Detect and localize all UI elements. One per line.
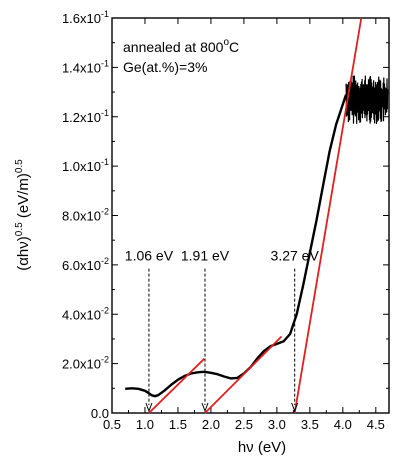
x-tick-label: 1.0: [136, 417, 154, 432]
svg-text:(αhν)0.5 (eV/m)0.5: (αhν)0.5 (eV/m)0.5: [14, 159, 32, 271]
x-tick-label: 2.0: [202, 417, 220, 432]
marker-arrowhead: [145, 402, 153, 413]
tangent-lines-layer: [148, 17, 363, 414]
data-series-noise: [345, 75, 389, 125]
annotation-line-2: Ge(at.%)=3%: [123, 59, 207, 75]
y-tick-label: 2.0x10-2: [62, 355, 109, 372]
data-series-layer: [125, 75, 389, 398]
y-tick-label: 4.0x10-2: [62, 305, 109, 322]
plot-border: [111, 17, 390, 414]
annotation: annealed at 800oC Ge(at.%)=3%: [123, 37, 239, 75]
y-tick-label: 1.6x10-1: [62, 9, 109, 26]
x-tick-label: 4.5: [367, 417, 385, 432]
axis-ticks: 0.5 1.0 1.5 2.0 2.5 3.0 3.5 4.0 4.5 0.0 2.0x10-2 4.…: [62, 9, 389, 432]
x-tick-label: 0.5: [103, 417, 121, 432]
tangent-line: [293, 17, 363, 414]
x-tick-label: 4.0: [334, 417, 352, 432]
y-tick-label: 6.0x10-2: [62, 256, 109, 273]
tangent-line: [148, 358, 205, 414]
y-tick-label: 1.0x10-1: [62, 157, 109, 174]
x-tick-label: 2.5: [235, 417, 253, 432]
marker-layer: 1.06 eV 1.91 eV 3.27 eV: [125, 248, 320, 413]
x-tick-label: 1.5: [169, 417, 187, 432]
x-axis-title: hν (eV): [238, 439, 286, 456]
marker-label: 1.91 eV: [181, 248, 230, 264]
marker-label: 1.06 eV: [125, 248, 174, 264]
marker-arrowhead: [291, 402, 299, 413]
y-tick-label: 0.0: [91, 406, 109, 421]
y-tick-label: 8.0x10-2: [62, 207, 109, 224]
marker-label: 3.27 eV: [271, 248, 320, 264]
x-tick-label: 3.5: [301, 417, 319, 432]
plot-frame: [111, 17, 390, 414]
y-axis-title: (αhν)0.5 (eV/m)0.5: [14, 159, 32, 271]
y-tick-label: 1.2x10-1: [62, 108, 109, 125]
tangent-line: [204, 335, 283, 414]
x-tick-label: 3.0: [268, 417, 286, 432]
marker-arrowhead: [201, 402, 209, 413]
y-tick-label: 1.4x10-1: [62, 58, 109, 75]
data-series-line: [125, 94, 348, 398]
annotation-line-1: annealed at 800oC: [123, 37, 239, 55]
